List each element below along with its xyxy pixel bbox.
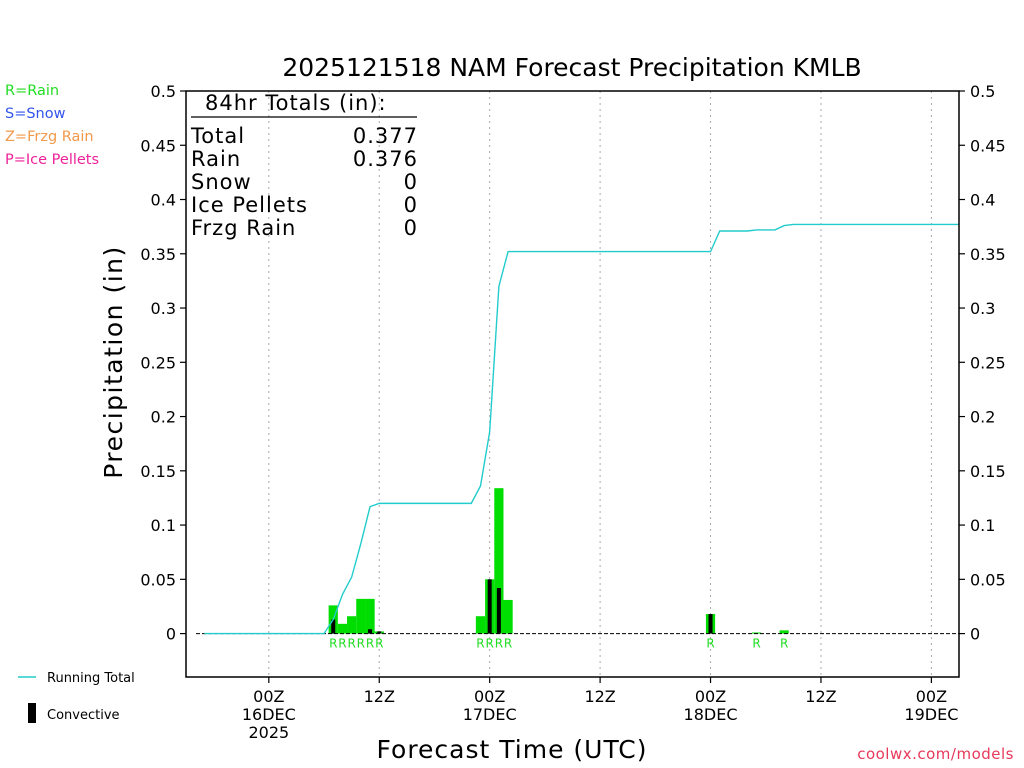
convective-legend-label: Convective [47, 708, 120, 723]
y-tick-label: 0 [970, 625, 980, 644]
precip-bar [503, 599, 513, 634]
precip-type-mark: R [495, 637, 503, 651]
x-tick-label: 00Z [474, 687, 505, 706]
y-tick-label: 0.25 [140, 353, 176, 372]
precip-type-mark: R [329, 637, 337, 651]
precip-type-mark: R [780, 637, 788, 651]
precip-type-mark: R [347, 637, 355, 651]
source-link[interactable]: coolwx.com/models [857, 745, 1014, 763]
totals-row-value: 0 [404, 216, 418, 240]
y-axis-right: 0 0.05 0.1 0.15 0.2 0.25 0.3 0.35 0.4 0.45 0.5 [959, 82, 1006, 644]
totals-row-label: Rain [191, 147, 241, 171]
y-tick-label: 0.5 [151, 82, 176, 101]
x-tick-label: 00Z [253, 687, 284, 706]
x-tick-label: 12Z [584, 687, 615, 706]
y-tick-label: 0 [166, 625, 176, 644]
running-total-legend: Running Total [18, 671, 135, 686]
legend-snow: S=Snow [5, 106, 66, 122]
grid-lines [268, 91, 932, 677]
precip-type-mark: R [752, 637, 760, 651]
y-tick-label: 0.2 [151, 408, 176, 427]
totals-row-value: 0 [404, 193, 418, 217]
y-tick-label: 0.1 [151, 516, 176, 535]
y-axis-left: 0 0.05 0.1 0.15 0.2 0.25 0.3 0.35 0.4 0.45 0.5 [140, 82, 186, 644]
x-tick-label: 00Z [695, 687, 726, 706]
convective-bar [377, 631, 382, 634]
precip-bar [347, 616, 357, 634]
legend-rain: R=Rain [5, 83, 60, 99]
y-tick-label: 0.45 [970, 136, 1006, 155]
precip-bar [779, 630, 789, 634]
totals-heading: 84hr Totals (in): [205, 91, 387, 115]
totals-row-value: 0.377 [353, 124, 418, 148]
x-tick-label: 12Z [805, 687, 836, 706]
x-tick-label: 2025 [248, 723, 289, 742]
y-tick-label: 0.15 [140, 462, 176, 481]
running-total-legend-label: Running Total [47, 671, 135, 686]
convective-bar [496, 588, 501, 634]
convective-bar [368, 629, 373, 634]
y-tick-label: 0.5 [970, 82, 995, 101]
convective-legend-swatch [28, 703, 36, 723]
y-tick-label: 0.3 [151, 299, 176, 318]
y-tick-label: 0.15 [970, 462, 1006, 481]
totals-row-value: 0 [404, 170, 418, 194]
precip-bar [475, 616, 486, 634]
chart-title: 2025121518 NAM Forecast Precipitation KM… [282, 53, 861, 82]
precip-type-mark: R [338, 637, 346, 651]
legend-ice-pellets: P=Ice Pellets [5, 152, 100, 168]
totals-row-label: Total [190, 124, 245, 148]
y-tick-label: 0.2 [970, 408, 995, 427]
convective-legend: Convective [28, 703, 120, 723]
totals-box: 84hr Totals (in): Total 0.377 Rain 0.376 Sno… [190, 91, 418, 240]
legend-frzg-rain: Z=Frzg Rain [5, 129, 94, 145]
x-axis-label: Forecast Time (UTC) [377, 735, 648, 764]
precip-bars [328, 488, 789, 634]
precip-bar [356, 598, 366, 634]
precip-type-mark: R [486, 637, 494, 651]
y-tick-label: 0.4 [970, 191, 995, 210]
y-tick-label: 0.45 [140, 136, 176, 155]
precip-bar [494, 488, 504, 634]
x-tick-label: 16DEC [242, 705, 296, 724]
y-axis-label: Precipitation (in) [99, 245, 128, 479]
totals-rows: Total 0.377 Rain 0.376 Snow 0 Ice Pellets 0 Frzg… [190, 124, 418, 240]
precip-type-mark: R [504, 637, 512, 651]
convective-bar [487, 579, 492, 634]
totals-row-label: Frzg Rain [191, 216, 296, 240]
totals-row-value: 0.376 [353, 147, 418, 171]
y-tick-label: 0.35 [140, 245, 176, 264]
totals-row-label: Ice Pellets [191, 193, 308, 217]
precip-bar [337, 623, 348, 634]
precip-bar [365, 598, 375, 634]
totals-row-label: Snow [191, 170, 252, 194]
plot-frame [185, 90, 960, 678]
precip-type-mark: R [366, 637, 374, 651]
y-tick-label: 0.05 [140, 570, 176, 589]
precip-type-legend: R=Rain S=Snow Z=Frzg Rain P=Ice Pellets [5, 80, 99, 172]
x-tick-label: 19DEC [904, 705, 958, 724]
y-tick-label: 0.25 [970, 353, 1006, 372]
y-tick-label: 0.1 [970, 516, 995, 535]
convective-bar [708, 614, 713, 634]
running-total-line [204, 223, 959, 635]
precip-type-mark: R [375, 637, 383, 651]
y-tick-label: 0.4 [151, 191, 176, 210]
precip-type-mark: R [357, 637, 365, 651]
precip-type-mark: R [706, 637, 714, 651]
precip-type-mark: R [476, 637, 484, 651]
x-tick-label: 00Z [916, 687, 947, 706]
x-tick-label: 12Z [364, 687, 395, 706]
x-tick-label: 18DEC [684, 705, 738, 724]
x-tick-label: 17DEC [463, 705, 517, 724]
y-tick-label: 0.3 [970, 299, 995, 318]
convective-bar [331, 619, 336, 634]
y-tick-label: 0.05 [970, 570, 1006, 589]
precip-bar [751, 632, 762, 634]
y-tick-label: 0.35 [970, 245, 1006, 264]
